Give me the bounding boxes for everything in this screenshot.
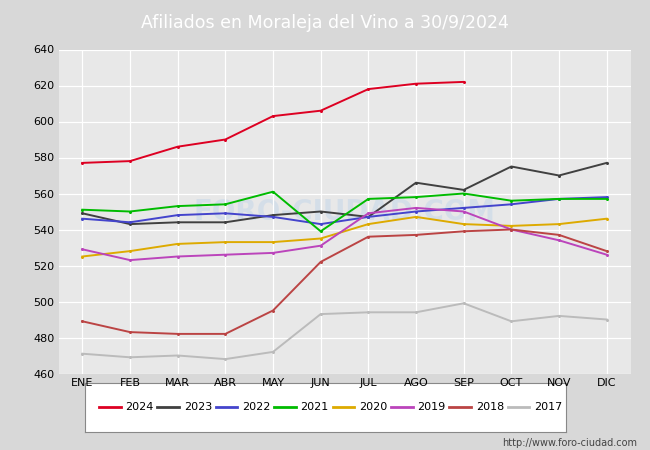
Text: Afiliados en Moraleja del Vino a 30/9/2024: Afiliados en Moraleja del Vino a 30/9/20… — [141, 14, 509, 32]
Text: 2023: 2023 — [184, 402, 212, 412]
Text: http://www.foro-ciudad.com: http://www.foro-ciudad.com — [502, 438, 637, 448]
Text: 2019: 2019 — [417, 402, 446, 412]
Text: 2017: 2017 — [534, 402, 562, 412]
Text: 2021: 2021 — [300, 402, 329, 412]
Text: FORO-CIUDAD.COM: FORO-CIUDAD.COM — [194, 198, 495, 225]
Text: 2022: 2022 — [242, 402, 270, 412]
Text: 2020: 2020 — [359, 402, 387, 412]
Text: 2018: 2018 — [476, 402, 504, 412]
Text: 2024: 2024 — [125, 402, 154, 412]
